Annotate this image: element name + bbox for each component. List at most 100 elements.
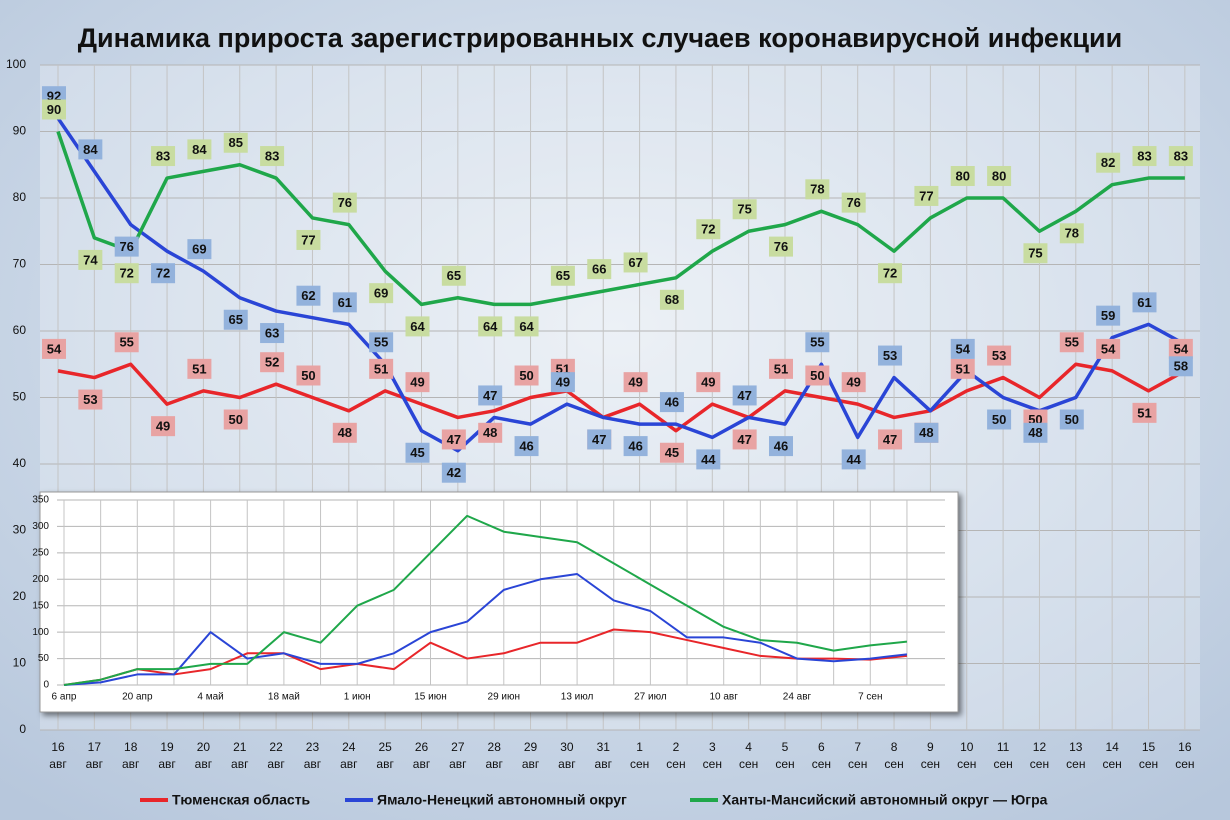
x-tick-label: 24 авг (783, 692, 812, 703)
y-tick-label: 80 (13, 190, 27, 204)
value-label: 64 (410, 319, 425, 334)
y-tick-label: 250 (32, 547, 49, 558)
y-tick-label: 150 (32, 600, 49, 611)
x-tick-label: 1 сен (630, 740, 649, 771)
value-label-box (587, 259, 612, 280)
value-label: 83 (156, 148, 170, 163)
value-label: 76 (338, 195, 352, 210)
x-tick-label: 29 июн (488, 692, 521, 703)
value-label: 45 (665, 445, 679, 460)
value-label: 49 (701, 375, 715, 390)
value-label: 53 (883, 348, 897, 363)
value-label: 44 (701, 452, 716, 467)
x-tick-label: 7 сен (858, 692, 882, 703)
value-label-box (696, 372, 721, 393)
value-label: 46 (665, 395, 679, 410)
value-label: 47 (447, 432, 461, 447)
value-label: 69 (192, 242, 206, 257)
value-label: 77 (919, 188, 933, 203)
value-label-box (369, 283, 394, 304)
value-label-box (587, 429, 612, 450)
value-label: 49 (410, 375, 424, 390)
value-label: 49 (628, 375, 642, 390)
value-label-box (987, 166, 1012, 186)
value-label: 50 (519, 368, 533, 383)
value-label: 50 (1065, 412, 1079, 427)
value-label: 58 (1174, 359, 1188, 374)
y-tick-label: 200 (32, 574, 49, 585)
value-label-box (260, 352, 285, 373)
value-label: 80 (992, 168, 1006, 183)
value-label: 75 (737, 202, 751, 217)
value-label: 54 (1174, 341, 1189, 356)
value-label: 55 (374, 335, 388, 350)
value-label: 76 (846, 195, 860, 210)
value-label: 54 (47, 341, 62, 356)
series-line (56, 117, 1186, 453)
value-label: 85 (229, 135, 243, 150)
value-label: 51 (1137, 405, 1151, 420)
value-label-box (478, 422, 503, 443)
y-tick-label: 350 (32, 495, 49, 506)
value-label-box (114, 236, 139, 257)
value-label: 77 (301, 232, 315, 247)
x-tick-label: 24 авг (340, 740, 358, 771)
value-label-box (78, 249, 103, 270)
value-label-box (914, 185, 939, 206)
value-label-box (405, 442, 430, 463)
value-label-box (114, 263, 139, 284)
value-label-box (1096, 305, 1121, 326)
x-tick-label: 25 авг (376, 740, 394, 771)
value-label: 69 (374, 286, 388, 301)
value-label-box (878, 429, 903, 450)
value-label: 54 (956, 341, 971, 356)
x-tick-label: 14 сен (1102, 740, 1121, 771)
x-tick-label: 26 авг (413, 740, 431, 771)
value-label-box (42, 338, 66, 359)
y-tick-label: 50 (38, 653, 50, 664)
value-label-box (841, 192, 866, 213)
x-tick-label: 29 авг (522, 740, 540, 771)
value-label-box (550, 372, 575, 393)
x-tick-label: 31 авг (595, 740, 613, 771)
value-label-box (223, 409, 248, 430)
value-label-box (659, 289, 684, 310)
value-label: 51 (956, 361, 970, 376)
value-label: 65 (447, 268, 461, 283)
x-tick-label: 1 июн (344, 692, 371, 703)
y-tick-label: 0 (43, 680, 49, 691)
x-tick-label: 28 авг (485, 740, 503, 771)
value-label: 63 (265, 325, 279, 340)
value-label: 47 (592, 432, 606, 447)
value-label: 76 (774, 239, 788, 254)
value-label: 65 (556, 268, 570, 283)
value-label-box (659, 392, 684, 413)
value-label-box (950, 358, 975, 379)
value-label: 68 (665, 292, 679, 307)
value-label: 59 (1101, 308, 1115, 323)
x-tick-label: 16 авг (49, 740, 67, 771)
x-tick-label: 6 апр (52, 692, 77, 703)
value-label: 90 (47, 102, 61, 117)
value-label-box (696, 449, 721, 470)
value-label: 45 (410, 445, 424, 460)
inset-chart: 0 50 100 150 200 250 300 350 6 апр 20 апр 4 май 18 … (32, 495, 945, 703)
value-label-box (1059, 409, 1084, 430)
x-tick-label: 2 сен (666, 740, 685, 771)
value-label: 62 (301, 288, 315, 303)
value-label-box (914, 422, 939, 443)
value-label: 55 (119, 335, 133, 350)
value-label: 44 (846, 452, 861, 467)
value-label-box (1132, 292, 1157, 313)
x-tick-label: 9 сен (921, 740, 940, 771)
value-label-box (769, 236, 793, 257)
value-label-box (987, 345, 1012, 366)
x-tick-label: 12 сен (1030, 740, 1049, 771)
value-label-box (841, 372, 866, 393)
value-label: 49 (156, 419, 170, 434)
value-label-box (369, 332, 394, 353)
value-label-box (223, 309, 248, 330)
value-label-box (623, 252, 648, 273)
x-tick-label: 11 сен (993, 740, 1012, 771)
value-label: 52 (265, 355, 279, 370)
